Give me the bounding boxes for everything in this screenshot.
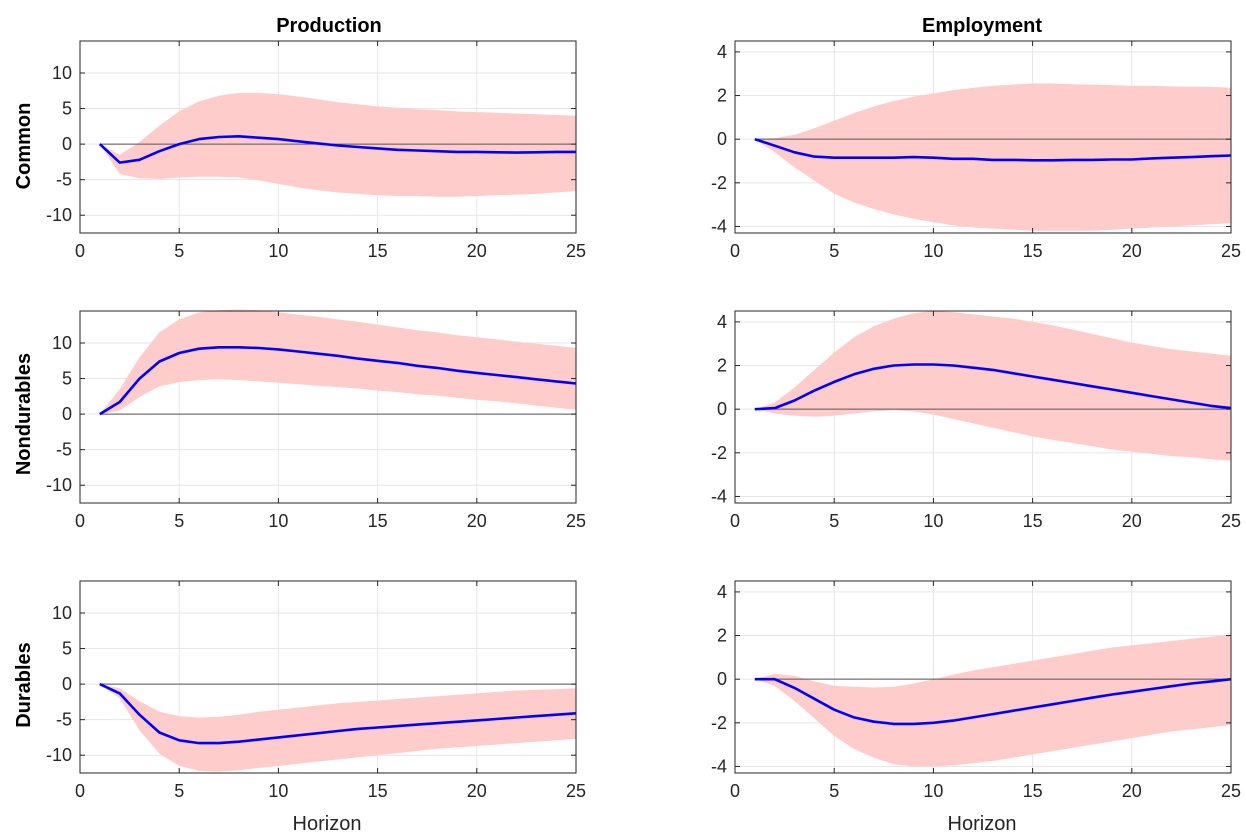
x-tick-label: 25: [566, 781, 586, 801]
median-response-line: [98, 135, 576, 164]
x-tick-label: 20: [1122, 241, 1142, 261]
x-tick-label: 10: [923, 241, 943, 261]
x-tick-label: 15: [368, 781, 388, 801]
panel-2: 0 5 10 15 20 25 -10 -5 0 5 10: [46, 309, 586, 531]
confidence-band: [754, 634, 1231, 767]
y-tick-label: 4: [717, 582, 727, 602]
median-response-line: [754, 137, 1232, 162]
y-tick-label: 0: [62, 674, 72, 694]
x-tick-label: 0: [730, 781, 740, 801]
x-tick-label: 15: [368, 511, 388, 531]
y-tick-label: 10: [52, 63, 72, 83]
median-response-line: [99, 345, 577, 416]
median-response-line: [754, 363, 1232, 411]
x-tick-label: 15: [368, 241, 388, 261]
y-tick-label: -2: [711, 713, 727, 733]
x-tick-label: 0: [730, 241, 740, 261]
y-tick-label: 0: [717, 129, 727, 149]
axes-frame: [79, 580, 577, 774]
panel-5: 0 5 10 15 20 25 -4 -2 0 2 4: [711, 580, 1241, 801]
median-response-line: [754, 677, 1232, 726]
axes-frame: [79, 40, 577, 234]
x-tick-label: 5: [174, 781, 184, 801]
y-tick-label: 0: [62, 134, 72, 154]
x-tick-label: 10: [268, 241, 288, 261]
y-tick-label: 5: [62, 369, 72, 389]
x-tick-label: 5: [829, 511, 839, 531]
column-title-employment: Employment: [922, 15, 1042, 37]
y-tick-label: 4: [717, 42, 727, 62]
x-tick-label: 25: [566, 241, 586, 261]
axes-frame: [734, 40, 1232, 234]
x-tick-label: 0: [75, 781, 85, 801]
y-tick-label: 0: [62, 404, 72, 424]
y-tick-label: -4: [711, 216, 727, 236]
y-tick-label: -5: [56, 440, 72, 460]
y-tick-label: 5: [62, 639, 72, 659]
axes-frame: [734, 310, 1232, 504]
x-tick-label: 5: [829, 241, 839, 261]
panel-0: 0 5 10 15 20 25 -10 -5 0 5 10: [46, 40, 586, 261]
x-tick-label: 20: [467, 781, 487, 801]
y-tick-label: 10: [52, 333, 72, 353]
y-tick-label: -2: [711, 443, 727, 463]
y-tick-label: -2: [711, 173, 727, 193]
x-tick-label: 5: [174, 511, 184, 531]
row-label-durables: Durables: [13, 642, 35, 728]
y-tick-label: 10: [52, 603, 72, 623]
column-title-production: Production: [276, 15, 382, 37]
y-tick-label: 2: [717, 626, 727, 646]
median-response-line: [99, 682, 577, 745]
confidence-band: [99, 309, 577, 415]
y-tick-label: 5: [62, 99, 72, 119]
x-tick-label: 0: [75, 241, 85, 261]
x-tick-label: 15: [1023, 781, 1043, 801]
y-tick-label: 0: [717, 399, 727, 419]
panel-4: 0 5 10 15 20 25 -10 -5 0 5 10: [46, 580, 586, 801]
x-tick-label: 20: [1122, 511, 1142, 531]
confidence-band: [754, 83, 1231, 231]
x-tick-label: 20: [1122, 781, 1142, 801]
y-tick-label: -10: [46, 475, 72, 495]
x-tick-label: 10: [268, 781, 288, 801]
x-tick-label: 15: [1023, 241, 1043, 261]
y-tick-label: 4: [717, 312, 727, 332]
axes-frame: [79, 310, 577, 504]
y-tick-label: 2: [717, 356, 727, 376]
x-tick-label: 0: [75, 511, 85, 531]
x-tick-label: 20: [467, 511, 487, 531]
x-tick-label: 10: [268, 511, 288, 531]
x-tick-label: 5: [174, 241, 184, 261]
panel-3: 0 5 10 15 20 25 -4 -2 0 2 4: [711, 310, 1241, 531]
x-tick-label: 0: [730, 511, 740, 531]
confidence-band: [99, 684, 577, 772]
x-axis-label-production: Horizon: [293, 813, 362, 833]
x-axis-label-employment: Horizon: [948, 813, 1017, 833]
y-tick-label: 2: [717, 86, 727, 106]
axes-frame: [734, 580, 1232, 774]
x-tick-label: 10: [923, 781, 943, 801]
y-tick-label: -4: [711, 756, 727, 776]
row-label-common: Common: [13, 103, 35, 190]
x-tick-label: 25: [1221, 781, 1241, 801]
y-tick-label: -5: [56, 710, 72, 730]
panel-1: 0 5 10 15 20 25 -4 -2 0 2 4: [711, 40, 1241, 261]
y-tick-label: -5: [56, 170, 72, 190]
x-tick-label: 5: [829, 781, 839, 801]
x-tick-label: 15: [1023, 511, 1043, 531]
x-tick-label: 25: [1221, 241, 1241, 261]
x-tick-label: 10: [923, 511, 943, 531]
x-tick-label: 20: [467, 241, 487, 261]
y-tick-label: 0: [717, 669, 727, 689]
row-label-nondurables: Nondurables: [13, 353, 35, 475]
y-tick-label: -10: [46, 745, 72, 765]
x-tick-label: 25: [566, 511, 586, 531]
confidence-band: [754, 311, 1231, 461]
y-tick-label: -10: [46, 205, 72, 225]
y-tick-label: -4: [711, 486, 727, 506]
x-tick-label: 25: [1221, 511, 1241, 531]
